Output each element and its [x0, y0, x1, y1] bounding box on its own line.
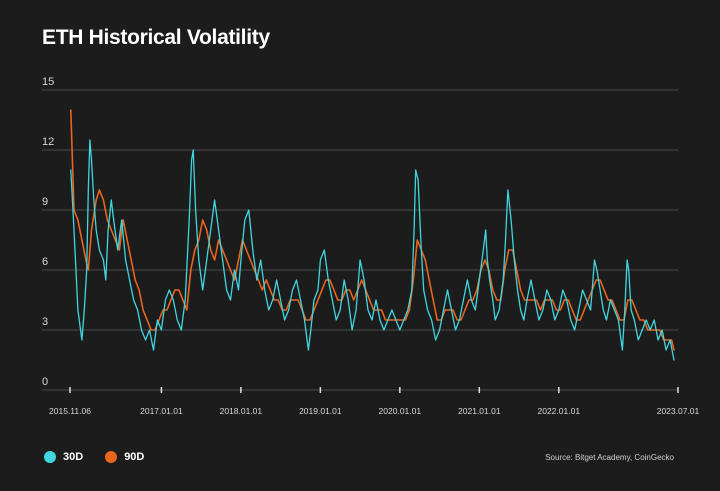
legend-swatch-30d	[44, 451, 56, 463]
source-note: Source: Bitget Academy, CoinGecko	[545, 453, 674, 462]
x-tick-label-7: 2023.07.01	[657, 406, 700, 416]
x-tick-label-5: 2021.01.01	[458, 406, 501, 416]
chart-title: ETH Historical Volatility	[42, 26, 270, 49]
legend-label-30d: 30D	[63, 451, 84, 463]
x-tick-label-2: 2018.01.01	[220, 406, 263, 416]
legend-item-90d: 90D	[105, 451, 144, 463]
x-tick-labels: 2015.11.06 2017.01.01 2018.01.01 2019.01.01…	[49, 387, 700, 416]
grid-lines	[42, 89, 678, 391]
legend-label-90d: 90D	[124, 451, 145, 463]
x-tick-label-3: 2019.01.01	[299, 406, 342, 416]
legend-swatch-90d	[105, 451, 118, 463]
series-lines	[70, 109, 675, 361]
x-tick-label-4: 2020.01.01	[379, 406, 422, 416]
legend-item-30d: 30D	[44, 451, 83, 463]
x-tick-label-0: 2015.11.06	[49, 406, 91, 416]
y-tick-label-9: 9	[42, 196, 48, 208]
y-tick-label-12: 12	[42, 136, 54, 148]
x-tick-label-6: 2022.01.01	[538, 406, 581, 416]
series-line-90d	[70, 109, 675, 351]
legend: 30D 90D	[44, 451, 144, 463]
y-tick-label-0: 0	[42, 376, 48, 388]
series-line-30d	[70, 139, 675, 361]
y-tick-label-15: 15	[42, 76, 54, 88]
y-tick-label-6: 6	[42, 256, 48, 268]
x-tick-label-1: 2017.01.01	[140, 406, 183, 416]
y-tick-labels: 0 3 6 9 12 15	[42, 76, 54, 388]
y-tick-label-3: 3	[42, 316, 48, 328]
